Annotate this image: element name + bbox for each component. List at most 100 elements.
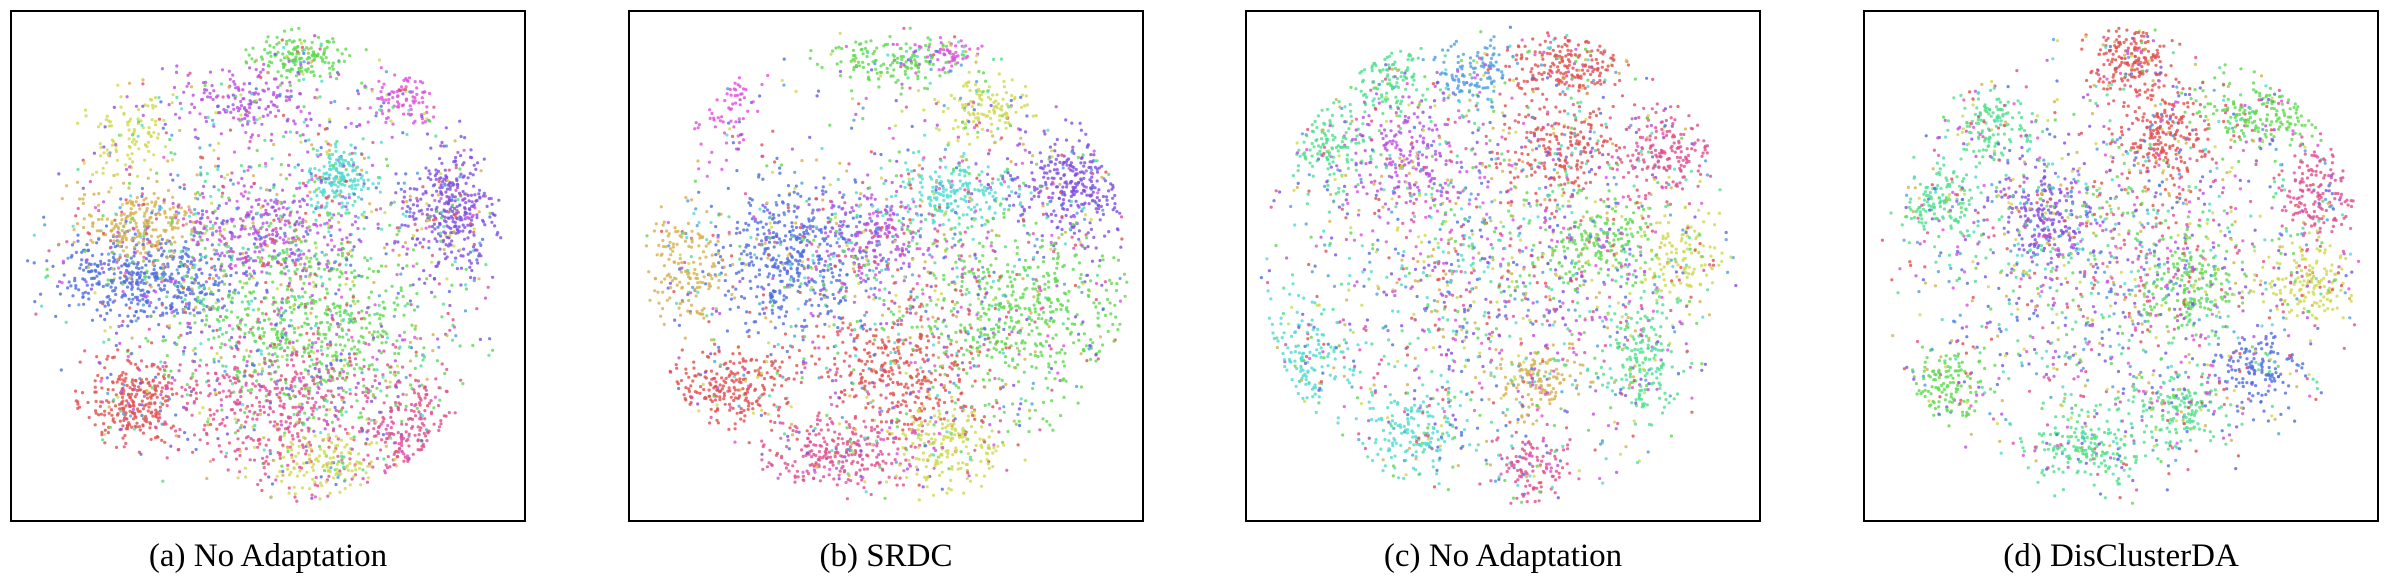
data-point [226, 244, 230, 249]
data-point [343, 358, 347, 362]
data-point [298, 38, 302, 42]
data-point [322, 164, 326, 169]
data-point [225, 432, 229, 436]
data-point [251, 174, 256, 178]
data-point [353, 179, 357, 183]
data-point [263, 356, 267, 361]
data-point [437, 345, 441, 349]
data-point [366, 391, 370, 395]
data-point [329, 267, 333, 271]
data-point [144, 196, 148, 200]
data-point [177, 203, 181, 207]
data-point [285, 89, 289, 93]
data-point [292, 307, 296, 311]
data-point [409, 112, 413, 116]
data-point [82, 193, 87, 197]
data-point [339, 352, 343, 356]
data-point [340, 52, 344, 56]
data-point [105, 114, 109, 118]
data-point [813, 291, 817, 295]
data-point [422, 353, 426, 358]
data-point [107, 267, 111, 271]
data-point [330, 460, 334, 464]
data-point [330, 440, 334, 445]
data-point [103, 366, 107, 370]
data-point [309, 301, 313, 305]
data-point [285, 247, 289, 251]
data-point [201, 195, 206, 199]
data-point [244, 251, 248, 255]
data-point [450, 263, 454, 267]
data-point [415, 171, 420, 175]
data-point [873, 286, 877, 290]
data-point [109, 278, 113, 282]
data-point [233, 264, 237, 268]
data-point [328, 456, 332, 460]
data-point [712, 338, 716, 342]
data-point [130, 280, 134, 284]
data-point [340, 201, 344, 205]
data-point [103, 432, 107, 437]
data-point [295, 372, 299, 376]
data-point [297, 78, 301, 82]
data-point [417, 101, 421, 105]
data-point [42, 215, 46, 219]
data-point [163, 369, 167, 373]
data-point [232, 116, 236, 120]
data-point [152, 153, 156, 157]
data-point [175, 268, 179, 272]
data-point [155, 179, 159, 184]
data-point [344, 168, 348, 172]
data-point [188, 292, 192, 296]
data-point [125, 277, 129, 281]
data-point [350, 335, 354, 339]
data-point [440, 362, 444, 366]
data-point [310, 293, 314, 298]
data-point [245, 313, 249, 317]
data-point [376, 330, 380, 334]
data-point [97, 209, 101, 213]
data-point [459, 283, 463, 287]
data-point [121, 294, 125, 298]
data-point [806, 266, 810, 270]
data-point [115, 380, 119, 384]
data-point [312, 462, 316, 466]
data-point [165, 456, 169, 460]
data-point [268, 451, 273, 456]
data-point [298, 410, 302, 414]
data-point [327, 445, 331, 449]
data-point [435, 239, 439, 243]
data-point [176, 284, 180, 289]
data-point [451, 220, 455, 224]
data-point [116, 230, 120, 234]
data-point [340, 241, 344, 246]
data-point [344, 465, 348, 469]
data-point [441, 180, 445, 184]
data-point [329, 322, 333, 327]
data-point [464, 283, 468, 287]
data-point [156, 196, 160, 200]
data-point [323, 267, 327, 271]
data-point [125, 383, 129, 388]
data-point [124, 163, 128, 167]
data-point [217, 141, 221, 145]
data-point [396, 431, 400, 435]
data-point [241, 219, 245, 223]
data-point [219, 239, 223, 243]
data-point [275, 355, 279, 359]
data-point [186, 259, 190, 263]
data-point [412, 388, 416, 392]
data-point [305, 449, 309, 453]
data-point [454, 256, 458, 260]
data-point [398, 226, 402, 230]
data-point [309, 326, 313, 330]
data-point [267, 392, 271, 396]
data-point [158, 242, 162, 246]
data-point [235, 448, 240, 452]
data-point [430, 260, 434, 264]
data-point [281, 135, 286, 139]
data-point [211, 329, 215, 333]
data-point [371, 269, 375, 273]
data-point [366, 464, 370, 468]
data-point [219, 82, 223, 86]
